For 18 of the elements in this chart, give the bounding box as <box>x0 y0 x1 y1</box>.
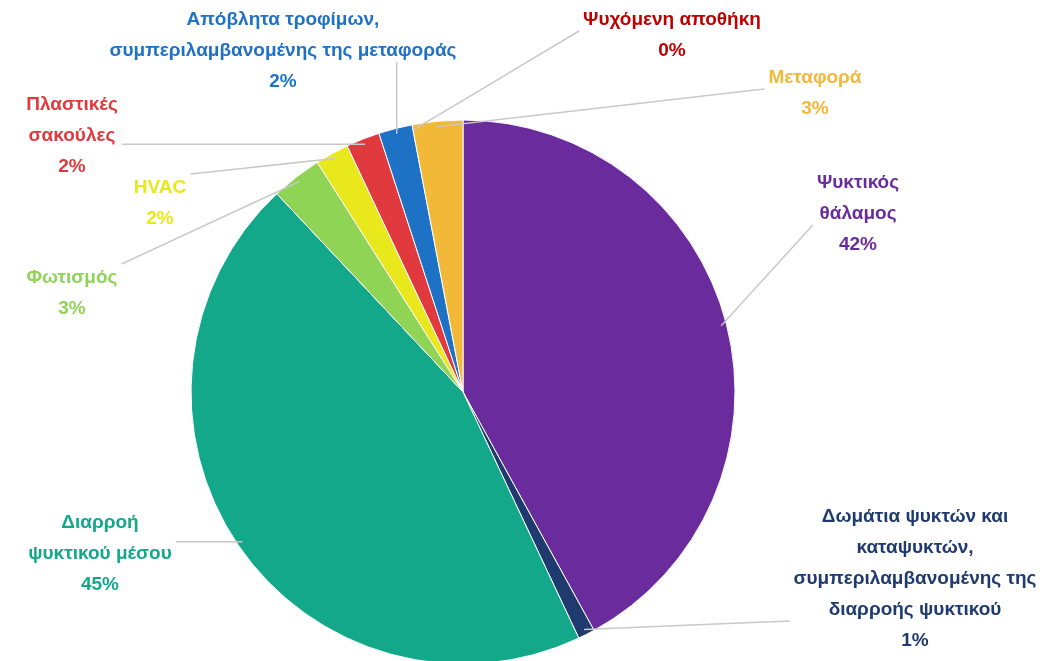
slice-label: Μεταφορά <box>768 66 862 87</box>
data-label: 3% <box>801 97 829 118</box>
category-label: Ψυχόμενη αποθήκη <box>583 8 761 29</box>
data-label: 2% <box>146 207 174 228</box>
slice-label: Απόβλητα τροφίμων, συμπεριλαμβανομένης της μεταφοράς <box>109 8 457 60</box>
slice-label: Διαρροή ψυκτικού μέσου <box>28 511 172 563</box>
text: 0% <box>658 39 686 60</box>
slice-label: Δωμάτια ψυκτών και καταψυκτών, συμπεριλαμβανομένης της διαρροής ψυκτικού <box>793 505 1037 619</box>
data-label: 2% <box>58 155 86 176</box>
data-label: 3% <box>58 297 86 318</box>
slice-label: Φωτισμός <box>26 266 118 287</box>
data-label: 45% <box>80 573 120 594</box>
data-label: 42% <box>838 233 878 254</box>
slice-label: Ψυκτικός θάλαμος <box>816 171 900 223</box>
data-label: 1% <box>901 629 929 650</box>
data-label: 2% <box>269 70 297 91</box>
slice-label: HVAC <box>133 176 187 197</box>
slice-label: Πλαστικές σακούλες <box>26 93 118 145</box>
